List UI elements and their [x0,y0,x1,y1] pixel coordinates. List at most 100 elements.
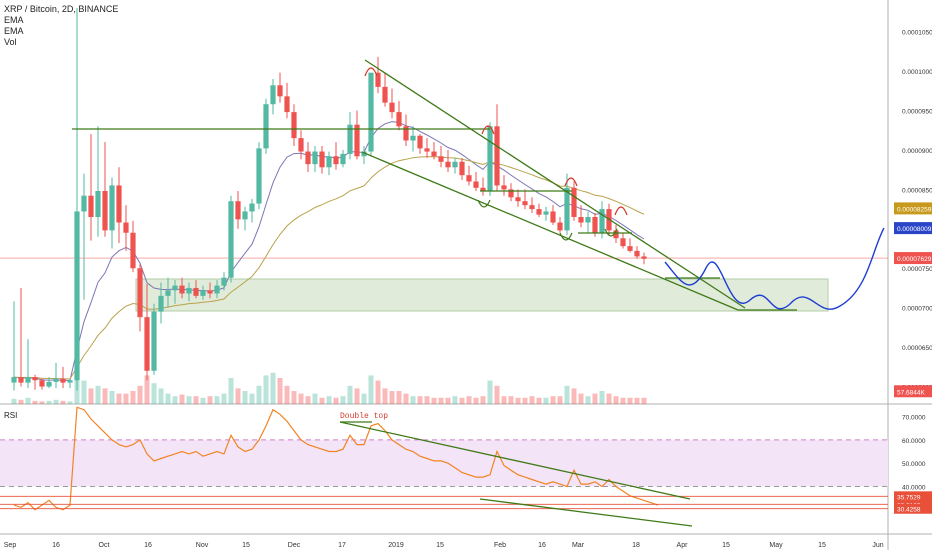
volume-bar [319,397,325,404]
candle-body [445,161,451,168]
candle-body [151,311,157,371]
rsi-marker-badge [894,491,932,502]
candle-body [487,126,493,191]
candle-body [193,287,199,296]
time-tick-label: Feb [494,542,506,549]
volume-bar [144,375,150,404]
price-marker-badge [894,222,932,235]
volume-bar [67,401,73,404]
volume-bar [634,397,640,404]
volume-bar [382,388,388,404]
candle-body [249,203,255,212]
time-tick-label: Nov [196,542,209,549]
support-zone [135,278,829,312]
volume-bar [501,396,507,404]
candle-body [25,377,31,383]
volume-bar [298,393,304,404]
price-marker-badge [894,202,932,215]
top-marker-arc [364,67,378,77]
candle-body [396,112,402,127]
volume-bar [39,401,45,404]
time-tick-label: 15 [242,542,250,549]
volume-bar [613,396,619,404]
candle-body [613,230,619,239]
volume-bar [102,388,108,404]
volume-bar [417,396,423,404]
candle-body [312,151,318,165]
volume-bar [228,378,234,404]
candle-body [32,377,38,381]
candle-body [354,124,360,157]
volume-bar [130,391,136,404]
rsi-tick-label: 50.0000 [902,461,926,468]
volume-bar [221,393,227,404]
volume-bar [557,396,563,404]
rsi-line [13,406,659,511]
candle-body [417,135,423,149]
candle-body [179,285,185,294]
double-top-annotation: Double top [340,412,388,421]
candle-body [95,190,101,217]
volume-bar [53,399,59,404]
candle-body [116,185,122,223]
candle-body [305,151,311,165]
ema-slow-line [13,156,645,380]
candle-body [410,135,416,141]
candle-body [585,216,591,223]
candle-body [88,195,94,217]
volume-bar [158,388,164,404]
candle-body [522,201,528,206]
volume-bar [256,385,262,404]
time-tick-label: 2019 [388,542,404,549]
volume-bar [368,375,374,404]
volume-bar [186,396,192,404]
candle-body [277,85,283,97]
time-tick-label: 17 [338,542,346,549]
volume-bar [515,397,521,404]
volume-bar [11,398,17,404]
price-marker-badge [894,385,932,398]
volume-bar [641,397,647,404]
candle-body [200,290,206,296]
trendline-descending-channel-bottom [361,151,739,311]
volume-bar [263,375,269,404]
volume-bar [214,396,220,404]
candle-body [53,378,59,382]
volume-bar [123,393,129,404]
volume-bar [599,391,605,404]
candle-body [347,124,353,154]
price-marker-label: 0.00007629 [897,256,932,263]
volume-bar [571,388,577,404]
price-marker-label: 57.6844K [897,389,925,396]
candle-body [228,201,234,278]
legend-title: XRP / Bitcoin, 2D, BINANCE [4,4,119,14]
volume-bar [508,396,514,404]
volume-bar [438,397,444,404]
candle-body [270,85,276,105]
legend-ema-slow: EMA [4,26,24,36]
candle-body [256,148,262,204]
volume-bar [536,397,542,404]
candle-body [536,209,542,215]
time-tick-label: Jun [872,542,883,549]
volume-bar [284,385,290,404]
candle-body [109,185,115,231]
time-tick-label: Mar [572,542,585,549]
rsi-band [0,439,888,487]
candle-body [515,197,521,202]
time-tick-label: 16 [52,542,60,549]
volume-bar [445,397,451,404]
candle-body [326,156,332,168]
candle-body [557,222,563,231]
volume-bar [172,396,178,404]
candle-body [11,377,17,383]
time-tick-label: 18 [632,542,640,549]
candle-body [529,205,535,210]
candle-body [340,153,346,165]
volume-bar [606,393,612,404]
volume-bar [410,396,416,404]
volume-bar [235,388,241,404]
